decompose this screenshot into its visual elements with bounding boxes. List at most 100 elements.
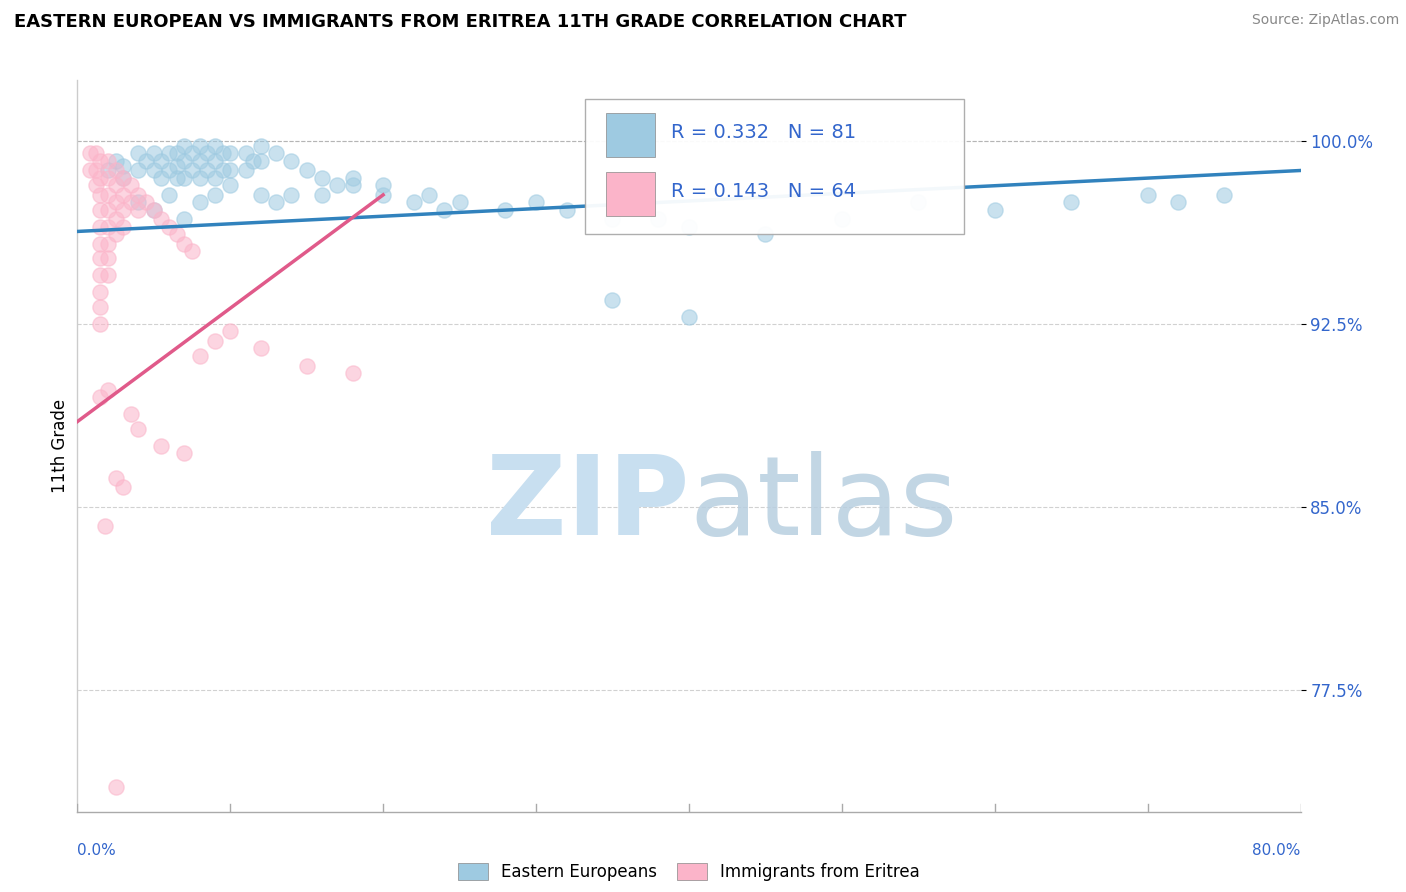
Point (84, 163, 107, 178)
Point (1136, 187, 1159, 202)
Point (219, 146, 242, 161)
Point (89, 252, 111, 266)
Point (602, 212, 624, 227)
Point (211, 146, 233, 161)
Point (97, 383, 120, 397)
Point (127, 202, 149, 217)
Point (97, 268, 120, 283)
Point (89, 317, 111, 331)
Point (188, 349, 211, 363)
Point (142, 163, 165, 178)
Point (342, 170, 364, 185)
Point (127, 163, 149, 178)
Point (89, 236, 111, 251)
Point (280, 153, 302, 168)
Point (433, 202, 456, 217)
Point (150, 153, 173, 168)
Text: 0.0%: 0.0% (77, 843, 117, 858)
Point (166, 170, 188, 185)
Point (104, 471, 127, 485)
Point (142, 146, 165, 161)
Text: EASTERN EUROPEAN VS IMMIGRANTS FROM ERITREA 11TH GRADE CORRELATION CHART: EASTERN EUROPEAN VS IMMIGRANTS FROM ERIT… (14, 13, 907, 31)
Point (112, 159, 135, 173)
Point (157, 219, 180, 234)
Legend: Eastern Europeans, Immigrants from Eritrea: Eastern Europeans, Immigrants from Eritr… (451, 856, 927, 888)
Point (984, 202, 1007, 217)
Point (181, 163, 204, 178)
Point (97, 202, 120, 217)
Point (1167, 195, 1189, 210)
Point (1213, 187, 1236, 202)
Point (89, 285, 111, 300)
Point (250, 139, 273, 153)
Point (166, 227, 188, 241)
Point (754, 227, 776, 241)
Point (157, 146, 180, 161)
Point (89, 219, 111, 234)
Point (555, 202, 578, 217)
Point (104, 212, 127, 227)
Point (831, 212, 853, 227)
FancyBboxPatch shape (606, 113, 655, 157)
Point (173, 153, 195, 168)
Text: atlas: atlas (689, 451, 957, 558)
Point (242, 153, 264, 168)
Point (235, 163, 257, 178)
Point (181, 146, 204, 161)
Point (295, 359, 318, 373)
Point (89, 390, 111, 404)
Text: Source: ZipAtlas.com: Source: ZipAtlas.com (1251, 13, 1399, 28)
Point (104, 195, 127, 210)
Point (678, 310, 700, 324)
Point (97, 236, 120, 251)
Point (204, 187, 226, 202)
Point (195, 146, 218, 161)
Point (150, 212, 173, 227)
Point (104, 780, 127, 795)
Point (250, 187, 273, 202)
Point (280, 187, 302, 202)
Point (127, 195, 149, 210)
Point (112, 480, 135, 494)
Point (449, 195, 471, 210)
Point (112, 219, 135, 234)
Point (97, 187, 120, 202)
Point (195, 163, 218, 178)
Text: ZIP: ZIP (485, 451, 689, 558)
Point (112, 170, 135, 185)
Y-axis label: 11th Grade: 11th Grade (51, 399, 69, 493)
Point (142, 202, 165, 217)
Point (157, 187, 180, 202)
Point (264, 195, 287, 210)
Point (188, 153, 211, 168)
Point (219, 325, 242, 339)
Point (250, 153, 273, 168)
Point (89, 300, 111, 314)
Point (89, 153, 111, 168)
Point (166, 146, 188, 161)
Point (135, 195, 157, 210)
Point (97, 252, 120, 266)
Point (127, 422, 149, 436)
Point (342, 178, 364, 193)
Point (204, 334, 226, 348)
Point (250, 342, 273, 356)
Point (89, 187, 111, 202)
Point (79, 146, 101, 161)
Point (104, 163, 127, 178)
Point (204, 153, 226, 168)
Point (204, 170, 226, 185)
Point (371, 187, 394, 202)
Point (120, 195, 142, 210)
Point (104, 153, 127, 168)
Point (311, 170, 333, 185)
Point (204, 139, 226, 153)
Point (89, 202, 111, 217)
Point (219, 178, 242, 193)
Point (120, 178, 142, 193)
Point (166, 159, 188, 173)
Point (495, 202, 517, 217)
Point (89, 268, 111, 283)
Point (112, 202, 135, 217)
Point (97, 219, 120, 234)
